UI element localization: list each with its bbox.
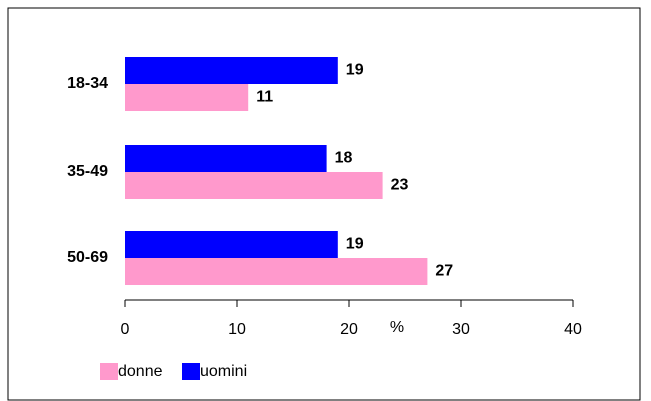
bar — [125, 57, 338, 84]
legend-swatch — [182, 363, 200, 380]
data-label: 19 — [346, 236, 364, 253]
bar — [125, 84, 249, 111]
x-tick-label: 30 — [452, 321, 470, 338]
y-tick-label: 35-49 — [67, 163, 108, 180]
data-label: 23 — [391, 177, 409, 194]
x-tick-label: 10 — [228, 321, 246, 338]
legend-label: uomini — [200, 363, 247, 380]
y-tick-label: 50-69 — [67, 249, 108, 266]
bar — [125, 231, 338, 258]
x-axis-label: % — [390, 319, 404, 336]
x-tick-label: 0 — [121, 321, 130, 338]
bar — [125, 145, 327, 172]
y-tick-label: 18-34 — [67, 75, 108, 92]
legend-swatch — [100, 363, 118, 380]
data-label: 18 — [335, 150, 353, 167]
x-tick-label: 20 — [340, 321, 358, 338]
data-label: 19 — [346, 62, 364, 79]
bar — [125, 172, 383, 199]
data-label: 11 — [256, 89, 273, 106]
x-tick-label: 40 — [564, 321, 582, 338]
bar — [125, 258, 428, 285]
data-label: 27 — [435, 263, 453, 280]
legend-label: donne — [118, 363, 163, 380]
chart-frame — [7, 7, 641, 401]
